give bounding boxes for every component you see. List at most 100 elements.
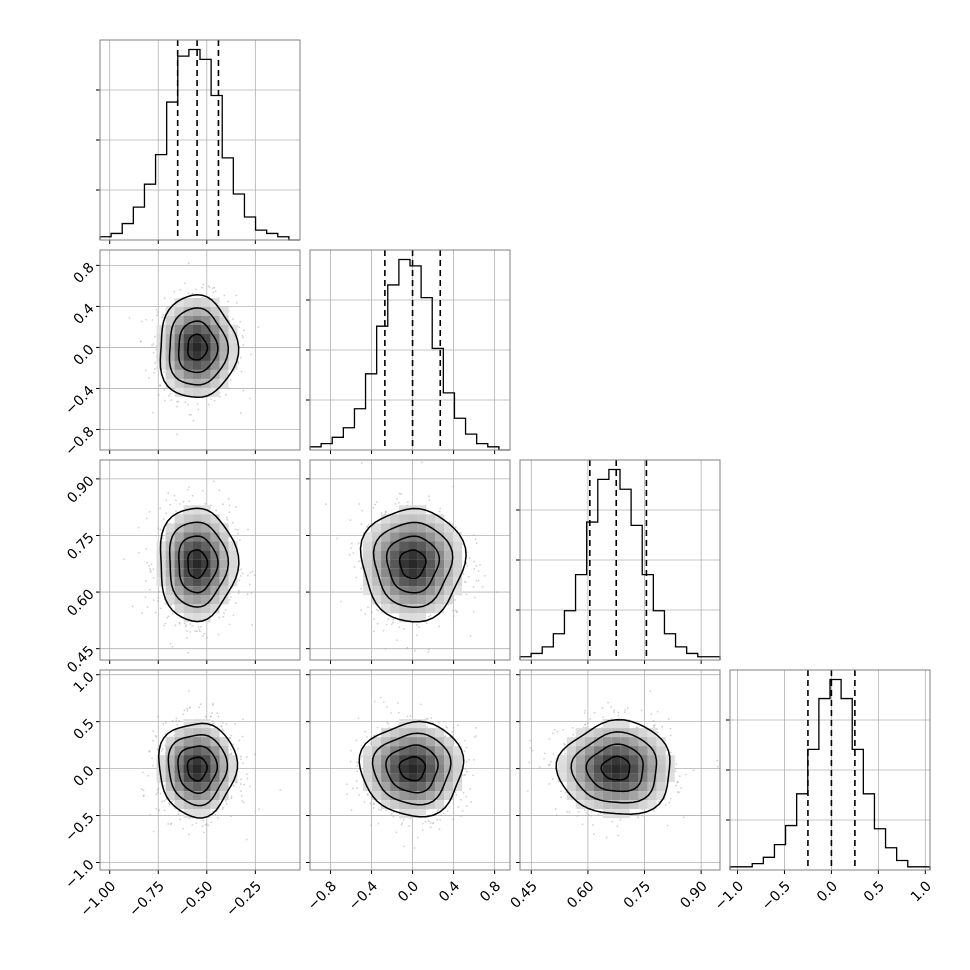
density-cell — [210, 586, 220, 596]
panel-2-1 — [306, 459, 511, 664]
scatter-point — [147, 774, 150, 777]
scatter-point — [159, 507, 162, 510]
contour-line — [178, 535, 219, 594]
scatter-point — [169, 603, 172, 606]
scatter-point — [159, 792, 162, 795]
density-cell — [201, 568, 211, 578]
scatter-point — [240, 778, 243, 781]
density-cell — [228, 360, 238, 370]
density-cell — [192, 586, 202, 596]
scatter-point — [455, 793, 458, 796]
density-cell — [210, 800, 220, 810]
scatter-point — [188, 690, 190, 692]
scatter-point — [416, 836, 419, 839]
scatter-point — [197, 408, 200, 411]
scatter-point — [204, 503, 207, 505]
scatter-point — [150, 563, 153, 566]
histogram-step — [309, 258, 510, 451]
density-cell — [174, 773, 184, 783]
scatter-point — [249, 785, 251, 788]
density-cell — [390, 541, 400, 551]
density-cell — [399, 595, 409, 605]
scatter-point — [174, 499, 177, 502]
scatter-point — [229, 379, 232, 381]
density-cell — [210, 559, 220, 569]
contour-line — [177, 745, 219, 795]
scatter-point — [239, 575, 242, 577]
scatter-point — [154, 362, 157, 364]
scatter-point — [409, 715, 412, 717]
density-cell — [228, 541, 238, 551]
density-cell — [192, 728, 202, 738]
scatter-point — [437, 721, 440, 724]
panel-3-1: −0.8 −0.4 0.0 0.4 0.8 — [305, 669, 511, 914]
scatter-point — [444, 735, 447, 737]
scatter-point — [227, 497, 230, 500]
density-cell — [219, 586, 229, 596]
density-cell — [399, 532, 409, 542]
density-cell — [210, 369, 220, 379]
density-cell — [183, 604, 193, 614]
density-cell — [210, 773, 220, 783]
scatter-point — [152, 343, 155, 345]
scatter-point — [185, 624, 187, 626]
scatter-point — [157, 597, 160, 600]
y-tick-label: 0.0 — [71, 342, 98, 369]
scatter-point — [462, 572, 465, 575]
scatter-point — [201, 286, 204, 289]
x-tick-label: −0.25 — [223, 878, 265, 920]
density-cell — [381, 559, 391, 569]
scatter-point — [161, 748, 164, 750]
scatter-point — [438, 828, 441, 831]
scatter-point — [386, 706, 389, 708]
scatter-point — [454, 791, 457, 794]
scatter-point — [183, 709, 186, 712]
density-cell — [201, 764, 211, 774]
scatter-point — [250, 592, 253, 594]
scatter-point — [223, 611, 225, 614]
scatter-point — [385, 623, 388, 626]
scatter-point — [421, 829, 424, 831]
scatter-point — [465, 770, 468, 773]
density-cell — [435, 595, 445, 605]
scatter-point — [152, 764, 154, 767]
scatter-point — [357, 717, 360, 720]
density-cell — [228, 351, 238, 361]
density-cell — [165, 324, 175, 334]
y-tick-label: −0.8 — [62, 424, 97, 459]
density-cell — [183, 514, 193, 524]
contour-line — [159, 507, 240, 623]
density-cell — [174, 297, 184, 307]
scatter-point — [472, 534, 475, 536]
density-cell — [399, 604, 409, 614]
density-cell — [192, 737, 202, 747]
scatter-point — [153, 368, 156, 370]
density-cell — [192, 568, 202, 578]
panel-frame — [99, 669, 301, 871]
scatter-point — [151, 344, 154, 347]
scatter-point — [128, 316, 131, 319]
scatter-point — [155, 807, 158, 810]
scatter-point — [390, 623, 393, 626]
density-cell — [201, 604, 211, 614]
density-cell — [192, 541, 202, 551]
scatter-point — [178, 621, 181, 624]
scatter-point — [229, 748, 232, 751]
density-cell — [183, 728, 193, 738]
scatter-point — [384, 510, 387, 513]
scatter-point — [217, 816, 219, 819]
contour-line — [186, 756, 208, 782]
scatter-point — [380, 809, 382, 811]
density-cell — [453, 541, 463, 551]
scatter-point — [427, 648, 430, 651]
scatter-point — [429, 826, 432, 829]
scatter-point — [234, 722, 236, 725]
density-cell — [426, 532, 436, 542]
density-cell — [219, 360, 229, 370]
scatter-point — [170, 399, 173, 401]
density-cell — [183, 369, 193, 379]
scatter-point — [222, 806, 225, 809]
scatter-point — [415, 634, 418, 637]
panel-2-0: 0.450.600.750.90 — [64, 459, 301, 676]
scatter-point — [235, 505, 237, 508]
